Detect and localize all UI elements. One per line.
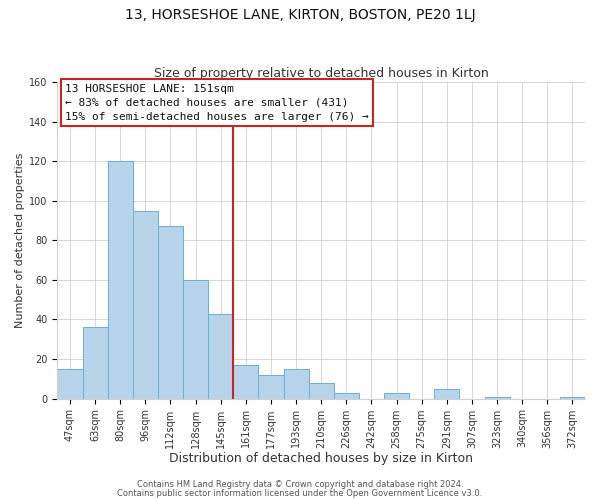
Bar: [133, 210, 158, 398]
Bar: [284, 369, 308, 398]
Bar: [384, 392, 409, 398]
Bar: [83, 328, 107, 398]
Bar: [107, 161, 133, 398]
Title: Size of property relative to detached houses in Kirton: Size of property relative to detached ho…: [154, 66, 488, 80]
Bar: [58, 369, 83, 398]
Bar: [308, 383, 334, 398]
Bar: [485, 396, 509, 398]
Bar: [158, 226, 183, 398]
Bar: [208, 314, 233, 398]
Text: 13 HORSESHOE LANE: 151sqm
← 83% of detached houses are smaller (431)
15% of semi: 13 HORSESHOE LANE: 151sqm ← 83% of detac…: [65, 84, 369, 122]
Text: Contains HM Land Registry data © Crown copyright and database right 2024.: Contains HM Land Registry data © Crown c…: [137, 480, 463, 489]
Bar: [334, 392, 359, 398]
Bar: [183, 280, 208, 398]
Text: 13, HORSESHOE LANE, KIRTON, BOSTON, PE20 1LJ: 13, HORSESHOE LANE, KIRTON, BOSTON, PE20…: [125, 8, 475, 22]
Bar: [259, 375, 284, 398]
X-axis label: Distribution of detached houses by size in Kirton: Distribution of detached houses by size …: [169, 452, 473, 465]
Bar: [560, 396, 585, 398]
Y-axis label: Number of detached properties: Number of detached properties: [15, 152, 25, 328]
Bar: [233, 365, 259, 398]
Text: Contains public sector information licensed under the Open Government Licence v3: Contains public sector information licen…: [118, 488, 482, 498]
Bar: [434, 388, 460, 398]
